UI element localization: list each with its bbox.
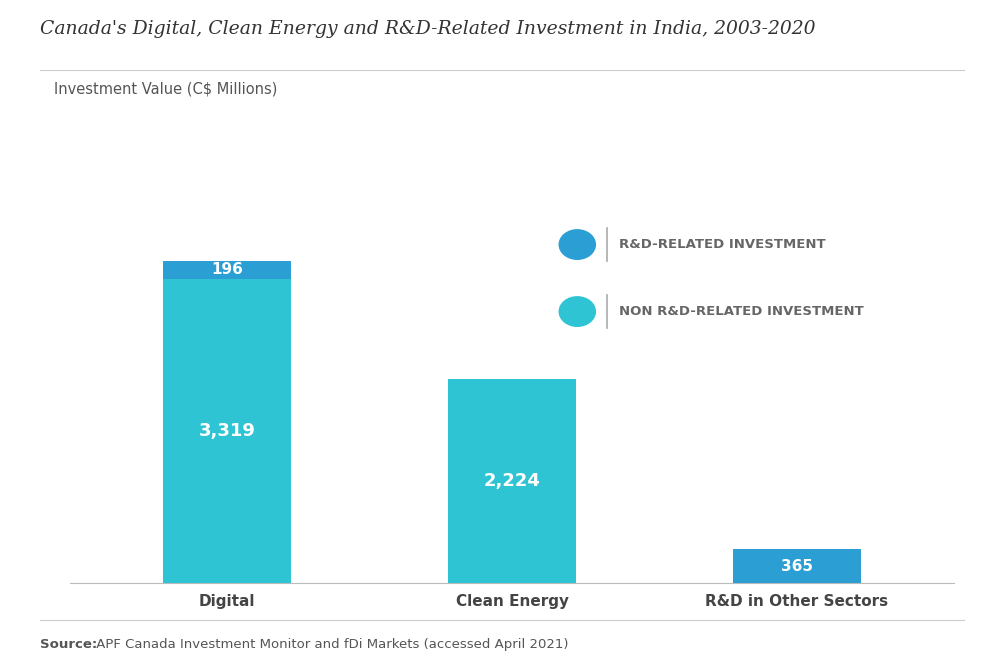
Text: Canada's Digital, Clean Energy and R&D-Related Investment in India, 2003-2020: Canada's Digital, Clean Energy and R&D-R… — [40, 20, 814, 38]
Bar — [447, 379, 576, 583]
Text: APF Canada Investment Monitor and fDi Markets (accessed April 2021): APF Canada Investment Monitor and fDi Ma… — [92, 638, 569, 651]
Bar — [162, 261, 291, 279]
Text: 365: 365 — [780, 559, 812, 574]
Bar — [732, 549, 861, 583]
Text: 196: 196 — [211, 262, 243, 277]
Bar — [162, 279, 291, 583]
Text: Investment Value (C$ Millions): Investment Value (C$ Millions) — [54, 82, 277, 97]
Text: NON R&D-RELATED INVESTMENT: NON R&D-RELATED INVESTMENT — [619, 305, 864, 318]
Text: Source:: Source: — [40, 638, 97, 651]
Text: R&D-RELATED INVESTMENT: R&D-RELATED INVESTMENT — [619, 238, 825, 251]
Text: 3,319: 3,319 — [199, 421, 255, 440]
Text: 2,224: 2,224 — [483, 472, 540, 490]
